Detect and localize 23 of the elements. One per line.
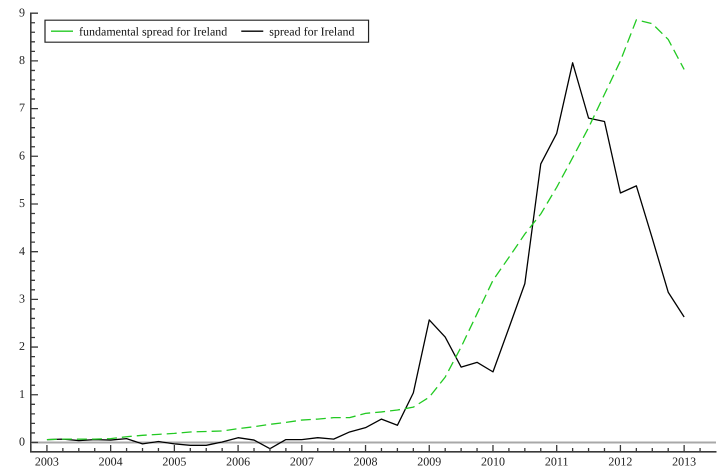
legend-label: spread for Ireland [269, 24, 355, 38]
y-tick-label: 2 [19, 339, 25, 354]
y-tick-label: 4 [19, 244, 25, 258]
y-tick-label: 0 [19, 434, 25, 449]
y-tick-label: 3 [19, 292, 25, 306]
x-tick-label: 2010 [480, 454, 505, 468]
y-tick-label: 1 [19, 386, 25, 401]
x-tick-label: 2011 [544, 454, 568, 468]
y-tick-label: 6 [19, 148, 25, 162]
legend-label: fundamental spread for Ireland [79, 24, 228, 38]
x-tick-label: 2008 [354, 454, 378, 468]
x-tick-label: 2003 [34, 454, 59, 468]
x-tick-label: 2004 [98, 454, 123, 468]
x-tick-label: 2005 [162, 454, 186, 468]
y-tick-label: 7 [19, 100, 25, 115]
x-tick-label: 2009 [417, 454, 442, 468]
y-tick-label: 9 [19, 5, 25, 20]
y-tick-label: 8 [19, 53, 25, 68]
y-tick-label: 5 [19, 196, 25, 210]
x-tick-label: 2007 [290, 454, 314, 468]
x-tick-label: 2012 [608, 454, 632, 468]
x-tick-label: 2006 [226, 454, 250, 468]
x-tick-label: 2013 [672, 454, 696, 468]
